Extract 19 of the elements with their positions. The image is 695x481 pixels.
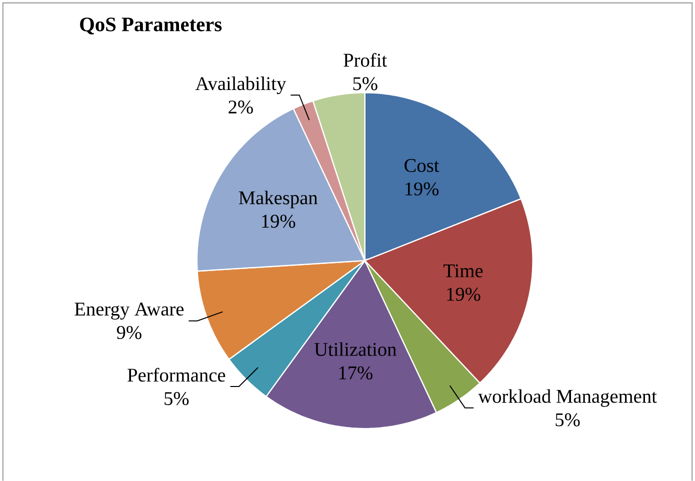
slice-label: Utilization [314, 342, 396, 356]
data-label: 17% [339, 366, 372, 380]
data-label: 19% [405, 182, 439, 196]
chart-title: QoS Parameters [80, 18, 222, 34]
slice-label: Time [444, 264, 483, 278]
slice-label: Cost [404, 158, 440, 172]
data-label: 19% [262, 214, 296, 228]
slice-label: Energy Aware [74, 302, 184, 320]
data-label: 19% [447, 288, 480, 301]
slice-label: Availability [195, 76, 286, 94]
data-label: 9% [116, 326, 142, 339]
data-label: 5% [164, 392, 189, 406]
data-label: 5% [556, 413, 580, 426]
slice-label: Makespan [238, 190, 318, 208]
data-label: 5% [353, 76, 378, 90]
data-label: 2% [228, 100, 253, 114]
slice-label: Profit [344, 52, 387, 67]
slice-label: Performance [128, 368, 226, 382]
slice-label: workload Management [478, 389, 657, 407]
